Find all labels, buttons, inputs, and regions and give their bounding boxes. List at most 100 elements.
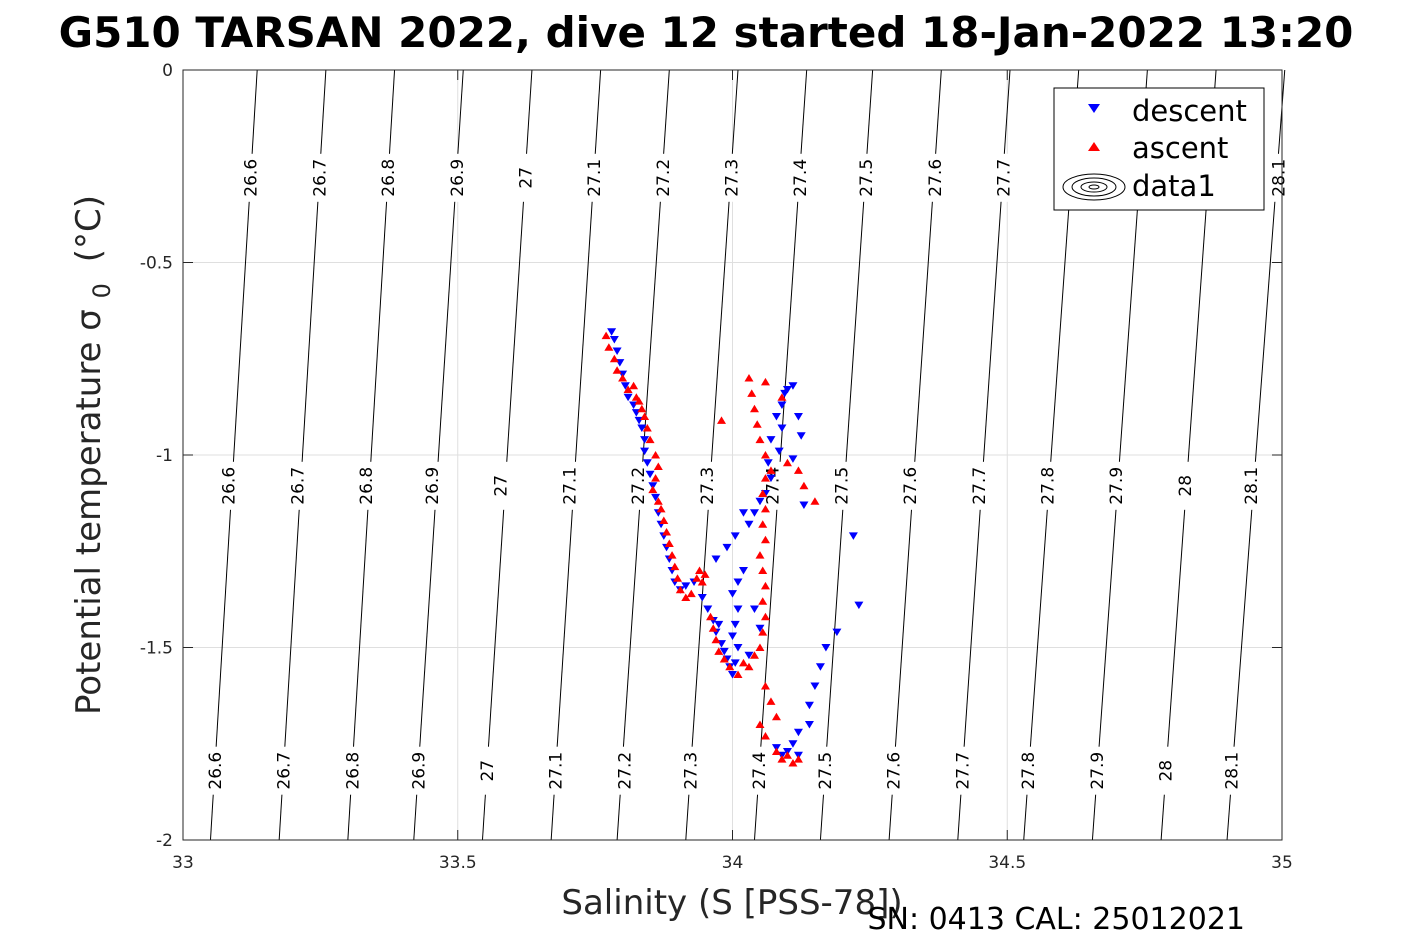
isopycnal-label: 27.7 <box>995 159 1015 197</box>
isopycnal-label: 27.2 <box>629 467 649 505</box>
isopycnal-label: 27.8 <box>1038 467 1058 505</box>
isopycnal-label-bg <box>925 153 946 202</box>
descent-point <box>703 605 713 613</box>
isopycnal-label: 26.6 <box>206 752 226 790</box>
isopycnal-label: 27 <box>492 475 512 497</box>
descent-point <box>821 644 831 652</box>
descent-point <box>777 401 787 409</box>
ascent-point <box>664 539 674 548</box>
isopycnal-label: 27.9 <box>1107 467 1127 505</box>
isopycnal-label-bg <box>857 153 878 202</box>
descent-point <box>733 644 743 652</box>
isopycnal-label: 26.7 <box>288 467 308 505</box>
descent-point <box>788 455 798 463</box>
descent-point <box>749 509 759 517</box>
descent-point <box>722 543 732 552</box>
ascent-point <box>711 635 721 644</box>
ascent-point <box>744 374 754 382</box>
isopycnal-label: 27.3 <box>681 752 701 790</box>
ascent-point <box>758 628 768 636</box>
descent-point <box>609 336 619 344</box>
ascent-point <box>777 755 787 763</box>
isopycnal-labels: 26.6 26.7 26.8 26.9 27 27.1 27.2 27.3 27.4 27.5 27… <box>205 153 1290 795</box>
isopycnal-label: 27.4 <box>791 159 811 197</box>
ascent-point <box>686 589 696 598</box>
isopycnal-label-bg <box>379 153 400 202</box>
ascent-point <box>760 451 770 459</box>
chart-title: G510 TARSAN 2022, dive 12 started 18-Jan… <box>59 8 1354 57</box>
descent-point <box>744 520 754 529</box>
y-tick-label: -1 <box>156 446 173 466</box>
legend-ascent-marker <box>1088 142 1100 151</box>
descent-point <box>728 632 737 640</box>
descent-point <box>640 447 650 456</box>
isopycnal-label-bg <box>1107 461 1128 510</box>
ascent-point <box>788 759 798 767</box>
y-tick-label: -0.5 <box>140 254 173 274</box>
ascent-point <box>651 474 661 482</box>
descent-point <box>681 582 691 590</box>
descent-point <box>733 578 743 587</box>
ascent-point <box>752 420 762 428</box>
isopycnal-label-bg <box>832 461 853 510</box>
descent-point <box>612 347 622 356</box>
isopycnal-label: 27.1 <box>585 159 605 197</box>
isopycnal-label-bg <box>953 746 974 795</box>
y-axis-label-subscript: 0 <box>88 283 116 298</box>
isopycnal-label: 27.4 <box>750 752 770 790</box>
ascent-point <box>760 682 770 690</box>
y-tick-label: -2 <box>156 831 173 851</box>
isopycnal-label: 26.6 <box>242 159 262 197</box>
ascent-point <box>733 670 743 678</box>
ascent-point <box>755 643 765 651</box>
ascent-point <box>651 451 661 459</box>
ascent-point <box>777 393 787 401</box>
descent-point <box>804 701 814 710</box>
ascent-point <box>673 574 683 582</box>
ascent-point <box>604 343 614 351</box>
descent-point <box>782 386 792 394</box>
descent-point <box>645 470 655 479</box>
isopycnal-label-bg <box>447 153 468 202</box>
legend-ascent-label: ascent <box>1132 131 1228 165</box>
descent-point <box>749 605 759 613</box>
isopycnal-label-bg <box>884 746 905 795</box>
isopycnal-label: 27.5 <box>816 752 836 790</box>
descent-point <box>755 497 765 506</box>
isopycnal-label-bg <box>791 153 812 202</box>
isopycnal-label: 27.9 <box>1088 752 1108 790</box>
x-axis-label: Salinity (S [PSS-78]) <box>561 883 902 923</box>
isopycnal-label-bg <box>681 746 702 795</box>
isopycnal-label-bg <box>516 153 537 202</box>
x-tick-label: 35 <box>1271 853 1293 873</box>
isopycnal-label: 26.8 <box>357 467 377 505</box>
descent-point <box>738 567 748 575</box>
descent-point <box>714 620 724 629</box>
ascent-point <box>771 712 781 721</box>
isopycnal-label: 26.9 <box>448 159 468 197</box>
descent-point <box>642 459 652 467</box>
isopycnal-label-bg <box>560 461 581 510</box>
y-axis-label: Potential temperature σ 0 (°C) <box>69 195 116 715</box>
ascent-point <box>623 385 633 394</box>
isopycnal-label-bg <box>274 746 295 795</box>
isopycnal-label: 28 <box>1176 475 1196 497</box>
descent-point <box>793 728 803 737</box>
ascent-point <box>749 651 759 659</box>
descent-point <box>815 663 825 671</box>
y-tick-label: 0 <box>162 61 173 81</box>
ascent-point <box>760 504 770 513</box>
ascent-point <box>744 662 754 671</box>
isopycnal-label: 27 <box>478 760 498 782</box>
isopycnal-label: 27.6 <box>901 467 921 505</box>
isopycnal-label-bg <box>1269 153 1290 202</box>
descent-point <box>766 436 776 444</box>
isopycnal-label: 27.1 <box>560 467 580 505</box>
ascent-point <box>692 574 702 582</box>
isopycnal-label-bg <box>901 461 922 510</box>
isopycnal-label-bg <box>615 746 636 795</box>
descent-point <box>711 555 721 563</box>
isopycnal-label: 27.5 <box>832 467 852 505</box>
descent-point <box>755 624 765 633</box>
ascent-point <box>760 377 770 386</box>
